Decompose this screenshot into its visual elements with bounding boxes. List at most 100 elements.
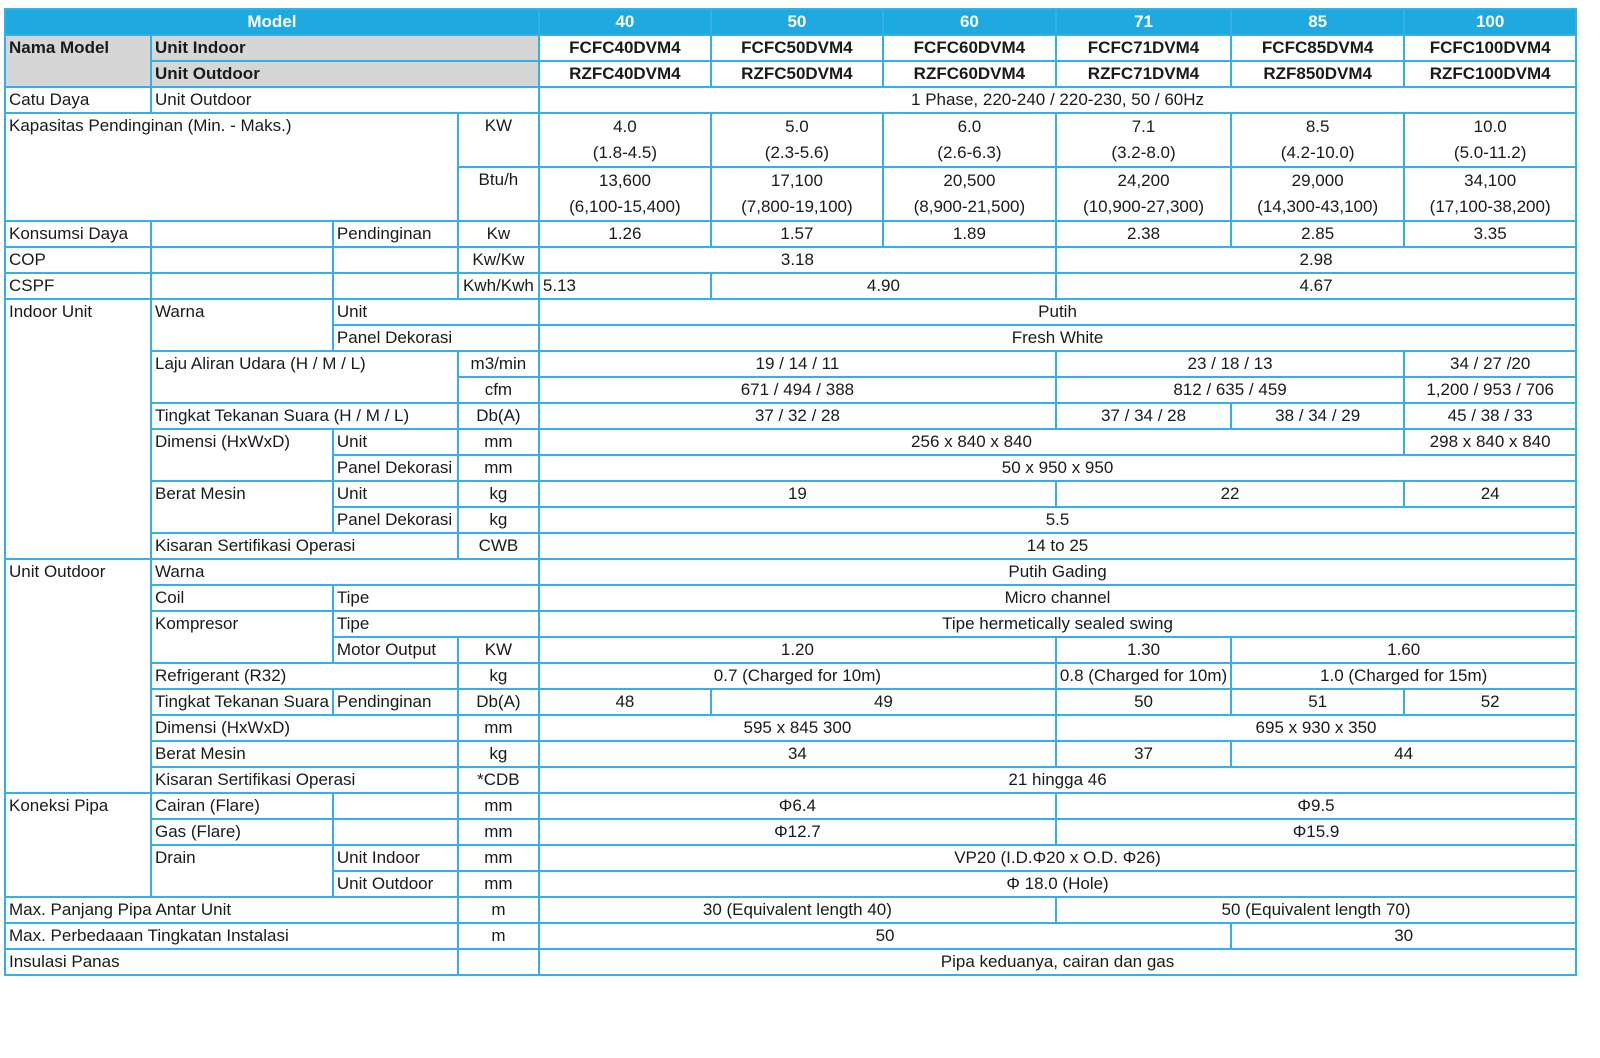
sub-label: Drain — [150, 844, 334, 898]
unit-cell: kg — [456, 480, 540, 508]
indoor-model-name: FCFC50DVM4 — [709, 34, 884, 62]
sub-label: Pendinginan — [331, 688, 459, 716]
row-label-koneksi-pipa: Koneksi Pipa — [4, 792, 152, 898]
row-label-cop: COP — [4, 246, 152, 274]
table-row: Refrigerant (R32) kg 0.7 (Charged for 10… — [5, 662, 1578, 690]
empty-cell — [150, 246, 334, 274]
sound-value: 37 / 34 / 28 — [1054, 402, 1233, 430]
capacity-btu: 20,500 (8,900-21,500) — [881, 166, 1057, 222]
weight-value: 5.5 — [537, 506, 1578, 534]
power-consumption: 1.57 — [709, 220, 884, 248]
row-label-max-perbedaan: Max. Perbedaaan Tingkatan Instalasi — [4, 922, 459, 950]
dimension-value: 50 x 950 x 950 — [537, 454, 1578, 482]
sub-label: Tingkat Tekanan Suara — [150, 688, 334, 716]
height-difference-value: 50 — [537, 922, 1233, 950]
compressor-type-value: Tipe hermetically sealed swing — [537, 610, 1578, 638]
sub-label: Berat Mesin — [150, 480, 334, 534]
dimension-value: 695 x 930 x 350 — [1054, 714, 1578, 742]
cspf-value: 4.67 — [1054, 272, 1578, 300]
capacity-btu: 24,200 (10,900-27,300) — [1054, 166, 1233, 222]
sound-value: 48 — [537, 688, 712, 716]
sub-label: Panel Dekorasi — [331, 506, 459, 534]
unit-cell: Db(A) — [456, 688, 540, 716]
sub-label: Unit Indoor — [331, 844, 459, 872]
indoor-model-name: FCFC60DVM4 — [881, 34, 1057, 62]
refrigerant-value: 0.8 (Charged for 10m) — [1054, 662, 1233, 690]
empty-cell — [150, 272, 334, 300]
airflow-value: 812 / 635 / 459 — [1054, 376, 1406, 404]
outdoor-model-label: Unit Outdoor — [150, 60, 540, 88]
weight-value: 34 — [537, 740, 1057, 768]
sub-label: Warna — [150, 298, 334, 352]
weight-value: 19 — [537, 480, 1057, 508]
table-row: Indoor Unit Warna Unit Putih — [4, 298, 1578, 560]
table-row: Panel Dekorasi kg 5.5 — [5, 506, 1578, 534]
liquid-pipe-value: Φ6.4 — [537, 792, 1057, 820]
airflow-value: 1,200 / 953 / 706 — [1403, 376, 1578, 404]
power-supply-value: 1 Phase, 220-240 / 220-230, 50 / 60Hz — [537, 86, 1578, 114]
insulation-value: Pipa keduanya, cairan dan gas — [537, 948, 1578, 976]
weight-value: 44 — [1230, 740, 1578, 768]
header-row: Model 40 50 60 71 85 100 — [4, 8, 1578, 36]
table-row: Koneksi Pipa Cairan (Flare) mm Φ6.4 Φ9.5 — [4, 792, 1578, 898]
table-row: Unit Outdoor mm Φ 18.0 (Hole) — [5, 870, 1578, 898]
refrigerant-value: 1.0 (Charged for 15m) — [1230, 662, 1578, 690]
pipe-length-value: 30 (Equivalent length 40) — [537, 896, 1057, 924]
model-number: 71 — [1054, 8, 1233, 36]
cop-value: 2.98 — [1054, 246, 1578, 274]
sub-label: Berat Mesin — [150, 740, 459, 768]
sub-label: Coil — [150, 584, 334, 612]
capacity-btu: 17,100 (7,800-19,100) — [709, 166, 884, 222]
row-label-indoor-unit: Indoor Unit — [4, 298, 152, 560]
operation-range-value: 14 to 25 — [537, 532, 1578, 560]
refrigerant-value: 0.7 (Charged for 10m) — [537, 662, 1057, 690]
power-consumption: 1.89 — [881, 220, 1057, 248]
table-row: CSPF Kwh/Kwh 5.13 4.90 4.67 — [4, 272, 1578, 300]
indoor-model-name: FCFC71DVM4 — [1054, 34, 1233, 62]
airflow-value: 19 / 14 / 11 — [537, 350, 1057, 378]
unit-cell: CWB — [456, 532, 540, 560]
unit-cell: kg — [456, 740, 540, 768]
unit-cell: mm — [456, 428, 540, 456]
cop-value: 3.18 — [537, 246, 1057, 274]
capacity-btu: 13,600 (6,100-15,400) — [537, 166, 712, 222]
unit-cell: Btu/h — [456, 166, 540, 222]
model-number: 100 — [1403, 8, 1578, 36]
unit-cell: *CDB — [456, 766, 540, 794]
sub-label: Unit Outdoor — [331, 870, 459, 898]
empty-cell — [331, 792, 459, 820]
sub-label: Unit — [331, 480, 459, 508]
unit-cell: m3/min — [456, 350, 540, 378]
sound-value: 38 / 34 / 29 — [1230, 402, 1406, 430]
sub-label: Dimensi (HxWxD) — [150, 714, 459, 742]
sub-label: Laju Aliran Udara (H / M / L) — [150, 350, 459, 404]
unit-cell: kg — [456, 662, 540, 690]
dimension-value: 256 x 840 x 840 — [537, 428, 1406, 456]
table-row: Berat Mesin kg 34 37 44 — [5, 740, 1578, 768]
power-consumption: 3.35 — [1403, 220, 1578, 248]
sub-label: Gas (Flare) — [150, 818, 334, 846]
empty-cell — [331, 818, 459, 846]
liquid-pipe-value: Φ9.5 — [1054, 792, 1578, 820]
cspf-value: 5.13 — [537, 272, 712, 300]
airflow-value: 671 / 494 / 388 — [537, 376, 1057, 404]
table-row: Kisaran Sertifikasi Operasi *CDB 21 hing… — [5, 766, 1578, 794]
table-row: Kompresor Tipe Tipe hermetically sealed … — [5, 610, 1578, 664]
row-label-kapasitas: Kapasitas Pendinginan (Min. - Maks.) — [4, 112, 459, 222]
table-row: Unit Outdoor RZFC40DVM4 RZFC50DVM4 RZFC6… — [5, 60, 1578, 88]
power-consumption: 2.38 — [1054, 220, 1233, 248]
outdoor-model-name: RZFC100DVM4 — [1403, 60, 1578, 88]
sub-label: Panel Dekorasi — [331, 454, 459, 482]
capacity-kw: 7.1 (3.2-8.0) — [1054, 112, 1233, 168]
sub-label: Warna — [150, 558, 540, 586]
table-row: Tingkat Tekanan Suara Pendinginan Db(A) … — [5, 688, 1578, 716]
sub-label: Kompresor — [150, 610, 334, 664]
power-consumption: 1.26 — [537, 220, 712, 248]
motor-output-value: 1.30 — [1054, 636, 1233, 664]
indoor-model-name: FCFC85DVM4 — [1230, 34, 1406, 62]
sub-label: Cairan (Flare) — [150, 792, 334, 820]
sound-value: 49 — [709, 688, 1057, 716]
row-label-cspf: CSPF — [4, 272, 152, 300]
sound-value: 52 — [1403, 688, 1578, 716]
model-number: 40 — [537, 8, 712, 36]
